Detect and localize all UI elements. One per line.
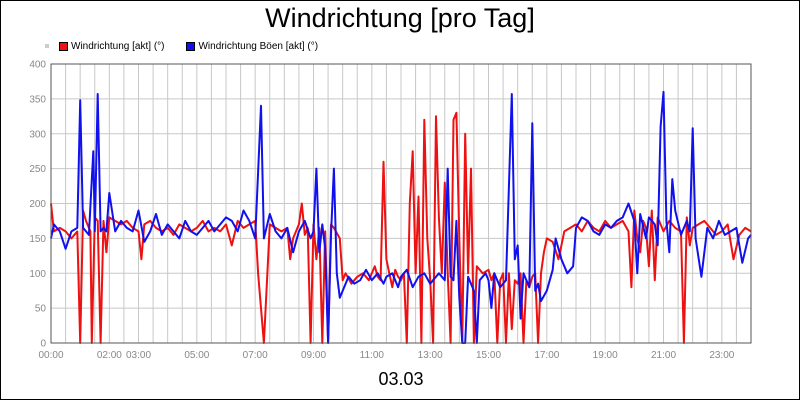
legend-item-windrichtung[interactable]: Windrichtung [akt] (°)	[59, 41, 164, 52]
plot-border	[50, 63, 752, 344]
y-tick-label: 150	[29, 234, 46, 245]
x-tick-label: 17:00	[534, 350, 559, 361]
legend-label-windrichtung: Windrichtung [akt] (°)	[71, 40, 165, 52]
x-tick-label: 15:00	[476, 350, 501, 361]
series-line-1	[50, 90, 752, 344]
x-tick-label: 05:00	[184, 350, 209, 361]
series-line-0	[50, 111, 752, 344]
x-tick-label: 07:00	[243, 350, 268, 361]
x-tick-label: 11:00	[360, 350, 385, 361]
y-tick-label: 100	[29, 269, 46, 280]
y-tick-label: 250	[29, 164, 46, 175]
x-tick-label: 21:00	[651, 350, 676, 361]
y-tick-label: 50	[35, 304, 47, 315]
legend-label-windrichtung-boeen: Windrichtung Böen [akt] (°)	[198, 40, 319, 52]
y-tick-label: 300	[29, 129, 46, 140]
x-tick-label: 03:00	[126, 350, 151, 361]
legend-swatch-blue	[186, 41, 196, 51]
legend-swatch-red	[59, 41, 68, 51]
y-tick-label: 0	[40, 339, 46, 350]
legend: Windrichtung [akt] (°) Windrichtung Böen…	[45, 39, 340, 53]
chart-title: Windrichtung [pro Tag]	[265, 3, 535, 33]
y-tick-label: 200	[29, 199, 46, 210]
y-tick-label: 400	[29, 60, 46, 71]
y-tick-label: 350	[29, 94, 46, 105]
x-tick-label: 00:00	[38, 350, 63, 361]
legend-item-windrichtung-boeen[interactable]: Windrichtung Böen [akt] (°)	[186, 41, 318, 52]
x-tick-label: 23:00	[709, 350, 734, 361]
x-tick-label: 19:00	[593, 350, 618, 361]
x-axis-date-label: 03.03	[378, 369, 424, 389]
legend-toggle-marker[interactable]	[45, 44, 49, 48]
x-tick-label: 13:00	[418, 350, 443, 361]
x-tick-label: 09:00	[301, 350, 326, 361]
x-tick-label: 02:00	[97, 350, 122, 361]
